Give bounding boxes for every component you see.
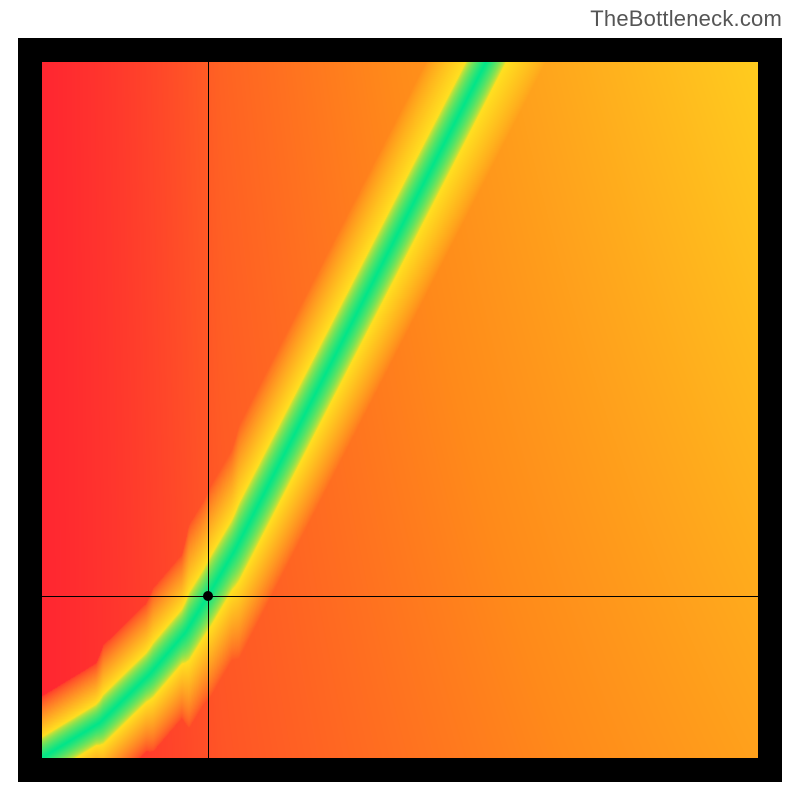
crosshair-vertical <box>208 62 209 758</box>
crosshair-horizontal <box>42 596 758 597</box>
heatmap-canvas <box>42 62 758 758</box>
watermark-text: TheBottleneck.com <box>590 6 782 32</box>
heatmap-plot <box>18 38 782 782</box>
crosshair-marker <box>203 591 213 601</box>
stage: TheBottleneck.com <box>0 0 800 800</box>
